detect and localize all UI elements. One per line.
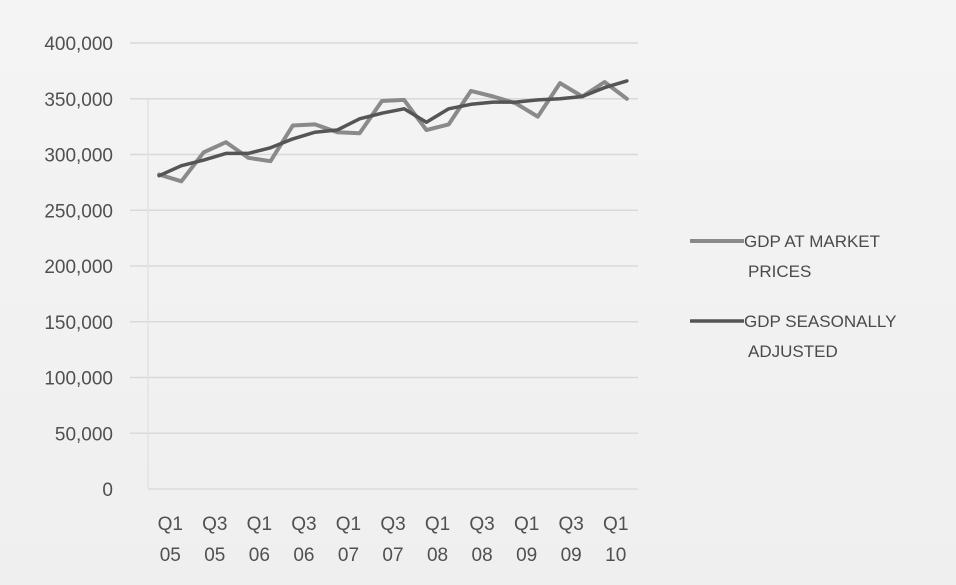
legend-label: GDP AT MARKET <box>744 232 880 251</box>
legend-label: PRICES <box>748 262 811 281</box>
legend: GDP AT MARKET PRICES GDP SEASONALLY ADJUSTE… <box>690 232 896 361</box>
x-tick-label: Q3 <box>202 514 227 535</box>
x-tick-label: Q1 <box>425 514 450 535</box>
x-tick-label: 05 <box>204 545 225 566</box>
x-tick-label: Q1 <box>336 514 361 535</box>
series-line <box>157 79 629 178</box>
x-tick-label: Q1 <box>514 514 539 535</box>
x-tick-label: 08 <box>427 545 448 566</box>
y-tick-label: 200,000 <box>44 257 113 278</box>
x-tick-label: Q3 <box>469 514 494 535</box>
x-tick-label: 06 <box>249 545 270 566</box>
x-tick-label: Q3 <box>380 514 405 535</box>
series-line <box>157 80 629 184</box>
x-tick-label: 10 <box>605 545 626 566</box>
y-tick-label: 250,000 <box>44 201 113 222</box>
gridlines <box>130 42 638 490</box>
x-tick-label: 06 <box>293 545 314 566</box>
y-tick-label: 350,000 <box>44 90 113 111</box>
y-tick-label: 400,000 <box>44 34 113 55</box>
x-tick-label: 07 <box>338 545 359 566</box>
x-tick-label: 09 <box>561 545 582 566</box>
y-axis-labels: 400,000 350,000 300,000 250,000 200,000 150,0… <box>44 34 113 501</box>
x-axis-labels: Q1 05 Q3 05 Q1 06 Q3 06 Q1 07 Q3 07 Q1 08 Q3 08 Q1 09 Q3 09… <box>158 514 629 566</box>
x-tick-label: 09 <box>516 545 537 566</box>
legend-label: ADJUSTED <box>748 342 838 361</box>
x-tick-label: Q1 <box>247 514 272 535</box>
y-tick-label: 150,000 <box>44 313 113 334</box>
series-lines <box>157 79 629 184</box>
y-tick-label: 100,000 <box>44 369 113 390</box>
y-tick-label: 0 <box>102 480 113 501</box>
x-tick-label: 08 <box>472 545 493 566</box>
y-tick-label: 300,000 <box>44 146 113 167</box>
legend-label: GDP SEASONALLY <box>744 312 896 331</box>
x-tick-label: Q1 <box>158 514 183 535</box>
x-tick-label: 05 <box>160 545 181 566</box>
y-tick-label: 50,000 <box>55 424 113 445</box>
x-tick-label: Q1 <box>603 514 628 535</box>
x-tick-label: 07 <box>382 545 403 566</box>
x-tick-label: Q3 <box>291 514 316 535</box>
x-tick-label: Q3 <box>559 514 584 535</box>
